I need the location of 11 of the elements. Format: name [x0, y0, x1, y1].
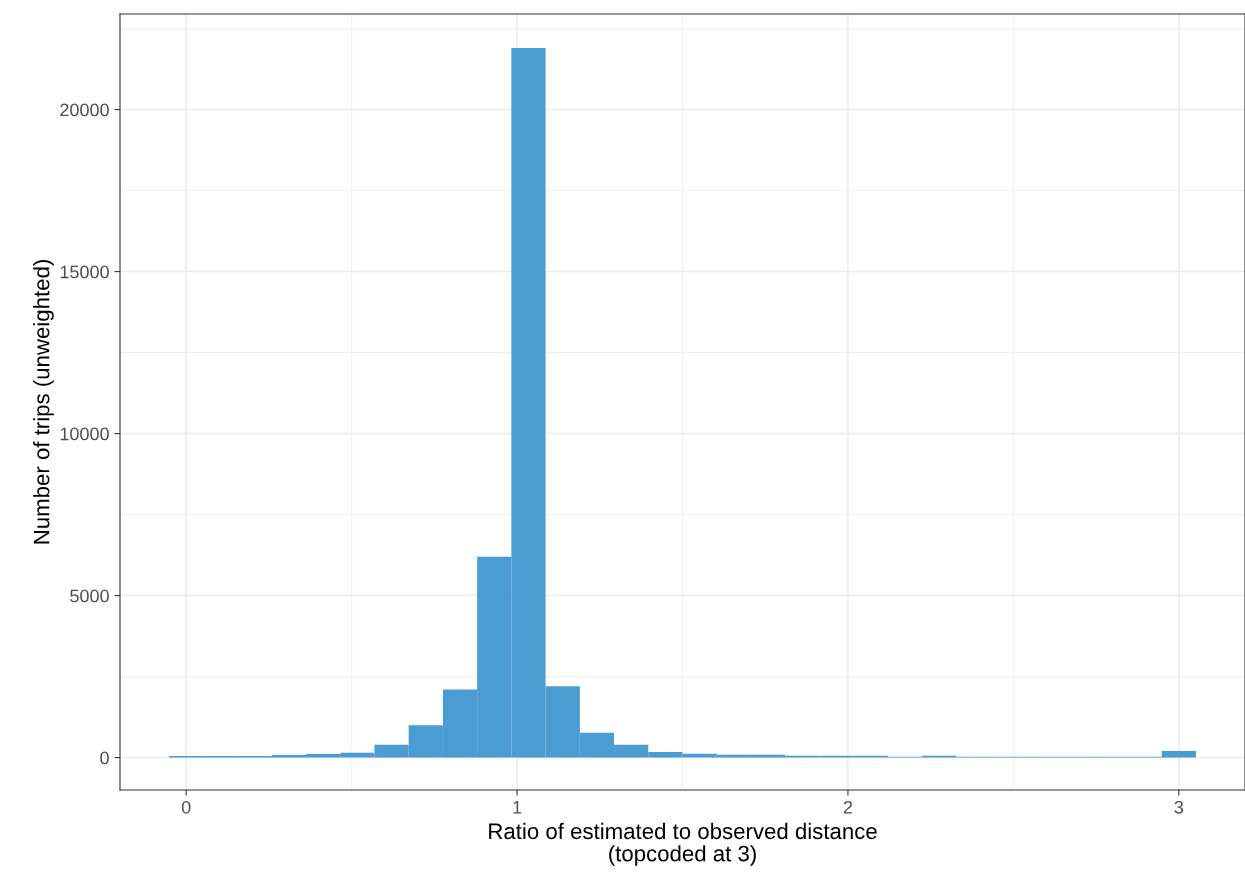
y-tick-label: 15000: [60, 265, 109, 279]
y-tick-label: 20000: [60, 103, 109, 117]
x-tick-label: 2: [843, 800, 853, 814]
y-tick-label: 10000: [60, 427, 109, 441]
x-tick-label: 3: [1174, 800, 1184, 814]
x-tick-label: 1: [513, 801, 522, 814]
y-tick-label: 5000: [70, 589, 109, 603]
y-tick-label: 0: [100, 751, 109, 765]
x-tick-label: 0: [181, 800, 191, 814]
y-axis-title: Number of trips (unweighted): [33, 260, 54, 544]
x-axis-title: Ratio of estimated to observed distance (topcoded at 3): [489, 822, 877, 866]
